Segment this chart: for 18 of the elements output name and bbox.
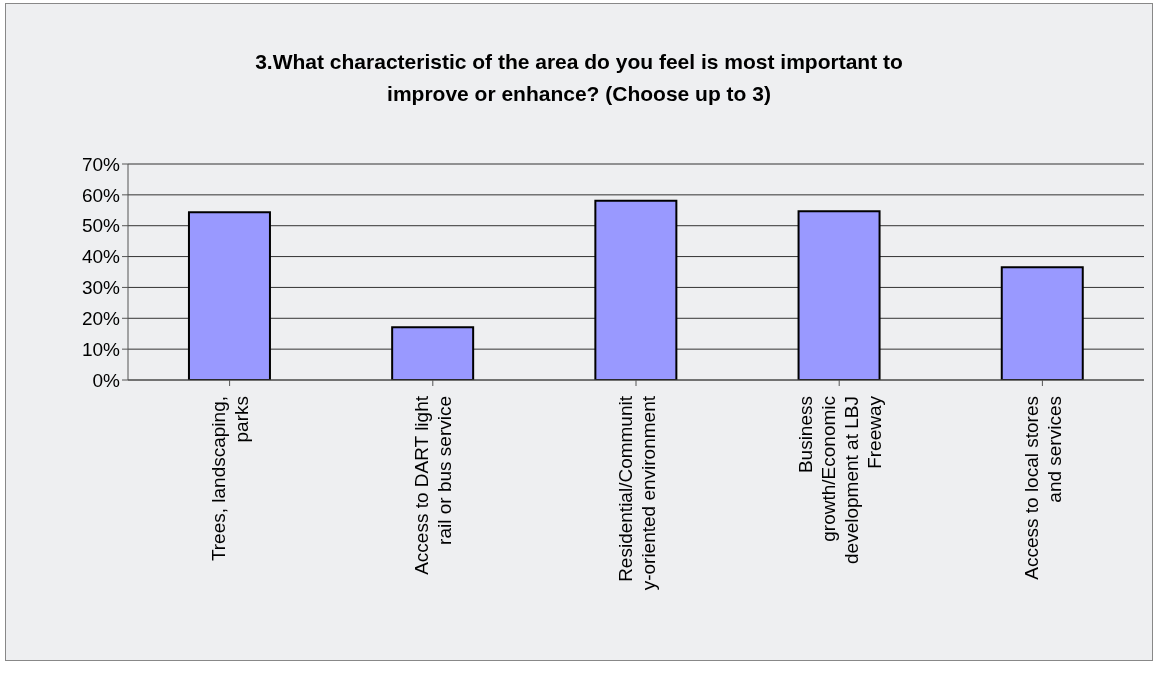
x-tick-label: Access to DART light rail or bus service	[411, 395, 456, 575]
y-tick-label: 10%	[81, 338, 121, 360]
y-tick-label: 50%	[81, 215, 121, 237]
x-tick-label: Access to local stores and services	[1020, 396, 1065, 580]
chart-title: 3.What characteristic of the area do you feel is most important to improve or enhance? (Choose up to 3)	[254, 49, 904, 107]
x-tick-label: Business growth/Economic development at LBJ Freeway	[794, 395, 885, 564]
y-tick-label: 30%	[81, 277, 121, 299]
bar	[187, 211, 271, 380]
y-tick-label: 60%	[81, 184, 121, 206]
y-tick-label: 40%	[81, 246, 121, 268]
bar	[1000, 266, 1084, 380]
bar	[391, 326, 475, 380]
x-tick-label: Trees, landscaping, parks	[208, 396, 253, 562]
y-tick-label: 0%	[92, 369, 121, 391]
bar	[797, 210, 881, 380]
bar	[594, 199, 678, 380]
y-tick-label: 70%	[81, 153, 121, 175]
y-tick-label: 20%	[81, 308, 121, 330]
